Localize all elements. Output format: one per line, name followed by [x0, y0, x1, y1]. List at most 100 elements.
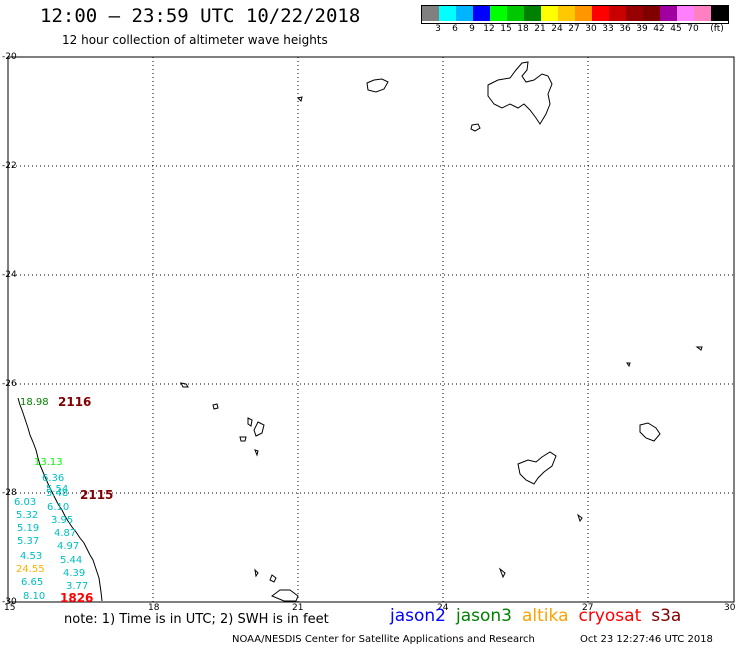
coastline-africa [17, 397, 103, 602]
scale-tick-label: 6 [452, 24, 458, 34]
lon-label: 30 [724, 603, 736, 613]
island-small-10 [239, 436, 247, 442]
wave-height-label: 4.53 [20, 551, 43, 562]
lat-label: -24 [2, 270, 17, 280]
scale-swatch [524, 6, 541, 21]
scale-unit-label: (ft) [710, 24, 724, 34]
page-subtitle: 12 hour collection of altimeter wave hei… [62, 33, 328, 47]
scale-tick-label: 30 [585, 24, 597, 34]
scale-swatch [558, 6, 575, 21]
wave-height-label: 8.10 [23, 591, 46, 602]
island-small-16 [269, 574, 277, 583]
satellite-legend: jason2 jason3 altika cryosat s3a [390, 606, 691, 626]
scale-swatch [677, 6, 694, 21]
lat-label: -30 [2, 597, 17, 607]
satellite-legend-item: altika [522, 606, 569, 626]
units-note: note: 1) Time is in UTC; 2) SWH is in fe… [64, 612, 329, 627]
lat-label: -28 [2, 488, 17, 498]
wave-height-label: 6.36 [42, 473, 65, 484]
island-small-13 [517, 451, 557, 485]
scale-swatch [575, 6, 592, 21]
lon-label: 18 [148, 603, 160, 613]
island-small-17 [498, 567, 506, 579]
island-small-1 [470, 123, 481, 132]
scale-tick-label: 33 [602, 24, 614, 34]
island-small-6 [180, 382, 189, 388]
pass-time-label: 1826 [60, 591, 94, 605]
wave-height-label: 5.48 [46, 488, 69, 499]
scale-swatch [439, 6, 456, 21]
wave-height-label: 5.44 [60, 555, 83, 566]
satellite-legend-item: s3a [651, 606, 682, 626]
map-frame [7, 56, 735, 603]
scale-tick-label: 18 [517, 24, 529, 34]
lon-label: 24 [437, 603, 449, 613]
island-small-2 [366, 78, 389, 93]
pass-time-label: 2116 [58, 395, 92, 409]
scale-tick-label: 3 [435, 24, 441, 34]
wave-height-color-scale [421, 5, 729, 24]
wave-height-label: 18.98 [20, 397, 49, 408]
page-title: 12:00 – 23:59 UTC 10/22/2018 [40, 5, 361, 27]
credit-line: NOAA/NESDIS Center for Satellite Applica… [232, 634, 535, 645]
scale-tick-label: 15 [500, 24, 512, 34]
lat-label: -20 [2, 52, 17, 62]
island-small-5 [626, 362, 631, 368]
scale-tick-label: 24 [551, 24, 563, 34]
wave-height-label: 5.37 [17, 536, 40, 547]
scale-tick-label: 9 [469, 24, 475, 34]
coastline [17, 61, 703, 602]
lon-label: 15 [4, 603, 16, 613]
island-small-3 [297, 96, 303, 102]
island-small-8 [247, 417, 253, 427]
island-okavango-1 [487, 61, 553, 125]
scale-swatch [626, 6, 643, 21]
lat-label: -26 [2, 379, 17, 389]
wave-height-label: 6.65 [21, 577, 44, 588]
scale-swatch [507, 6, 524, 21]
pass-time-label: 2115 [80, 488, 114, 502]
scale-tick-label: 45 [670, 24, 682, 34]
wave-height-label: 4.87 [54, 528, 77, 539]
scale-swatch [473, 6, 490, 21]
wave-height-label: 3.95 [51, 515, 74, 526]
lon-label: 21 [292, 603, 304, 613]
lat-label: -22 [2, 161, 17, 171]
scale-swatch [694, 6, 711, 21]
lon-label: 27 [582, 603, 594, 613]
scale-swatch [541, 6, 558, 21]
island-small-11 [254, 449, 259, 457]
wave-height-label: 13.13 [34, 457, 63, 468]
scale-swatch [490, 6, 507, 21]
island-small-15 [254, 568, 259, 578]
satellite-legend-item: cryosat [578, 606, 642, 626]
wave-height-label: 6.10 [47, 502, 70, 513]
wave-height-label: 3.77 [66, 581, 89, 592]
satellite-legend-item: jason2 [390, 606, 446, 626]
island-small-18 [271, 589, 299, 602]
scale-tick-label: 12 [483, 24, 495, 34]
scale-tick-label: 70 [687, 24, 699, 34]
wave-height-label: 5.32 [16, 510, 39, 521]
wave-height-label: 5.19 [17, 523, 40, 534]
wave-height-label: 4.97 [57, 541, 80, 552]
island-small-4 [695, 346, 703, 351]
scale-tick-label: 42 [653, 24, 665, 34]
island-small-7 [212, 403, 219, 410]
wave-height-label: 24.55 [16, 564, 45, 575]
wave-height-label: 6.03 [14, 497, 37, 508]
scale-swatch [643, 6, 660, 21]
scale-swatch [456, 6, 473, 21]
scale-tick-label: 27 [568, 24, 580, 34]
generated-timestamp: Oct 23 12:27:46 UTC 2018 [580, 634, 713, 645]
satellite-legend-item: jason3 [456, 606, 512, 626]
scale-swatch [609, 6, 626, 21]
map-gridlines [8, 57, 734, 602]
scale-swatch [711, 6, 728, 21]
scale-tick-label: 39 [636, 24, 648, 34]
wave-height-label: 5.54 [46, 484, 69, 495]
island-small-9 [253, 421, 265, 437]
wave-height-label: 4.39 [63, 568, 86, 579]
scale-tick-label: 36 [619, 24, 631, 34]
